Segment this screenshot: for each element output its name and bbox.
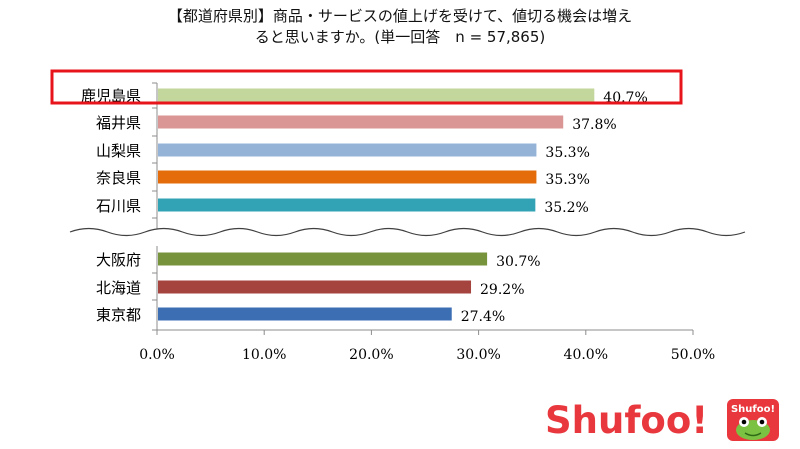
axis-break-mask [70, 228, 745, 246]
bar [158, 252, 488, 266]
value-label: 35.3% [545, 145, 589, 161]
x-tick-label: 50.0% [671, 347, 715, 363]
frog-badge-icon: Shufoo! [727, 399, 779, 441]
x-tick-label: 40.0% [564, 347, 608, 363]
chart-title: 【都道府県別】商品・サービスの値上げを受けて、値切る機会は増え ると思いますか。… [120, 6, 680, 48]
category-label: 東京都 [96, 306, 141, 324]
category-label: 石川県 [96, 197, 141, 215]
bar [158, 307, 452, 321]
category-label: 福井県 [96, 114, 141, 132]
bar [158, 280, 472, 294]
category-label: 山梨県 [96, 142, 141, 160]
value-label: 30.7% [496, 254, 540, 270]
shufoo-logo: Shufoo! Shufoo! [545, 393, 785, 443]
value-label: 27.4% [461, 309, 505, 325]
x-tick-label: 10.0% [242, 347, 286, 363]
highlight-box [50, 69, 683, 105]
category-label: 大阪府 [96, 251, 141, 269]
bar [158, 143, 537, 157]
plot-area: 0.0% 10.0% 20.0% 30.0% 40.0% 50.0%鹿児島県 40.7%福井… [50, 69, 746, 363]
category-label: 鹿児島県 [81, 87, 141, 105]
value-label: 35.3% [545, 172, 589, 188]
badge-text: Shufoo! [731, 404, 775, 415]
value-label: 29.2% [480, 282, 524, 298]
axis-break-line [69, 227, 746, 237]
bar [158, 170, 537, 184]
x-tick-label: 30.0% [456, 347, 500, 363]
value-label: 37.8% [572, 117, 616, 133]
x-tick-label: 20.0% [349, 347, 393, 363]
bar [158, 198, 536, 212]
category-label: 奈良県 [96, 169, 141, 187]
bar [158, 88, 595, 102]
category-label: 北海道 [96, 279, 141, 297]
chart-title-line-1: 【都道府県別】商品・サービスの値上げを受けて、値切る機会は増え [167, 7, 633, 25]
shufoo-logo-text: Shufoo! [545, 399, 708, 442]
x-tick-label: 0.0% [139, 347, 175, 363]
chart-title-line-2: ると思いますか。(単一回答 n = 57,865) [254, 28, 546, 46]
bar [158, 115, 564, 129]
value-label: 35.2% [544, 200, 588, 216]
